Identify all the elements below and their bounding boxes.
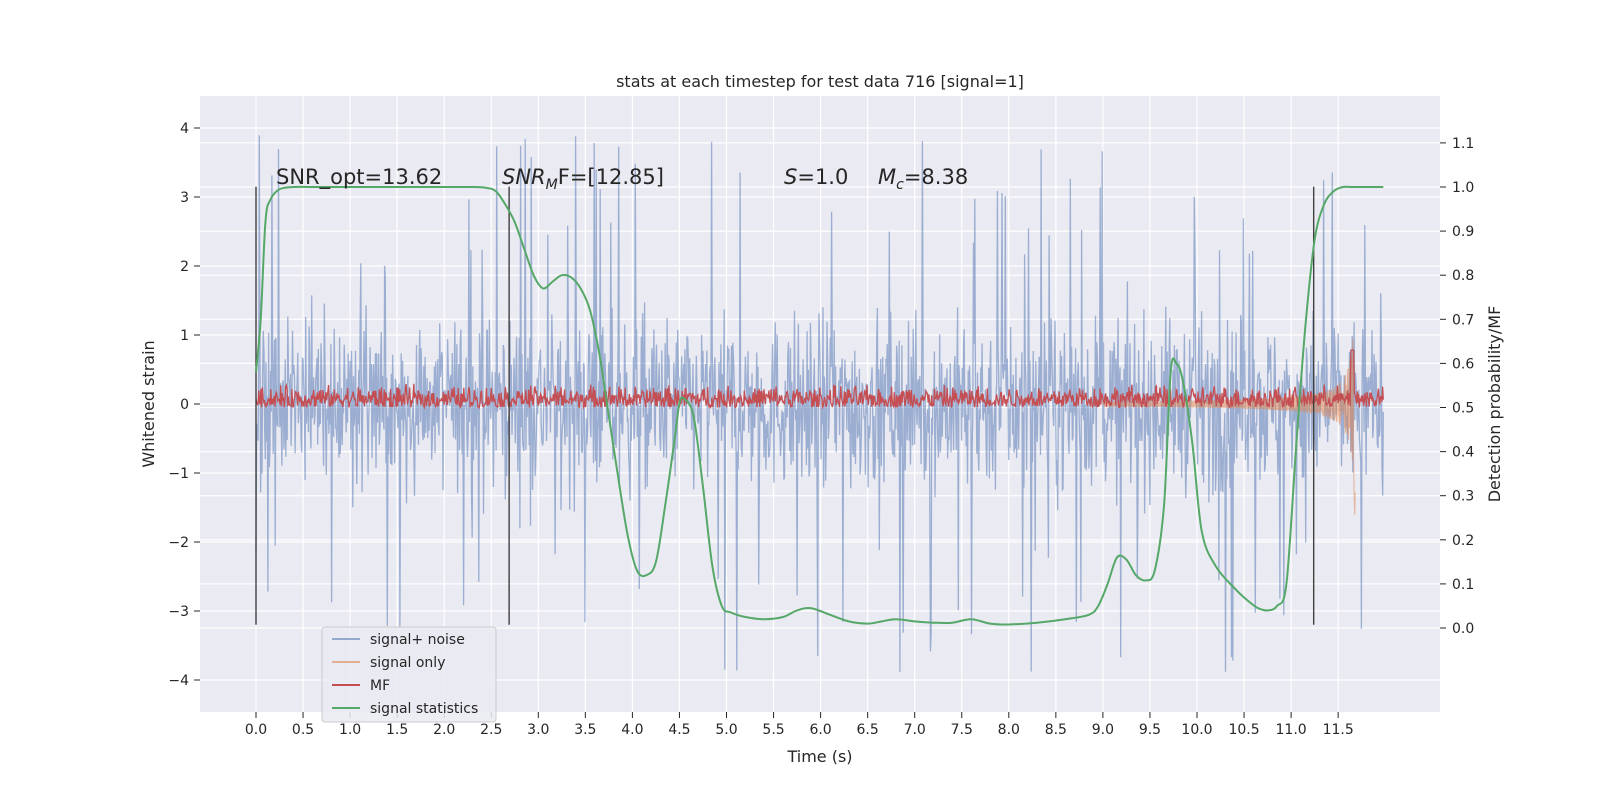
y2-tick-label: 0.1 bbox=[1452, 577, 1474, 593]
y2-tick-label: 0.3 bbox=[1452, 489, 1474, 505]
legend-label-stats: signal statistics bbox=[370, 701, 478, 717]
mc-subscript: c bbox=[896, 177, 904, 193]
y-tick-label: 2 bbox=[180, 259, 189, 275]
x-tick-label: 2.0 bbox=[433, 722, 455, 738]
x-ticks: 0.0 0.5 1.0 1.5 2.0 2.5 3.0 3.5 4.0 4.5 5.0 5.5 6.0 6… bbox=[245, 712, 1354, 738]
y2-tick-label: 0.8 bbox=[1452, 268, 1474, 284]
x-tick-label: 10.0 bbox=[1181, 722, 1212, 738]
legend-box bbox=[321, 626, 497, 723]
series-mf bbox=[255, 349, 1384, 410]
series-signal-statistics bbox=[255, 185, 1384, 626]
mc-symbol: M bbox=[878, 165, 896, 189]
y2-tick-label: 0.2 bbox=[1452, 533, 1474, 549]
y2-tick-label: 0.9 bbox=[1452, 224, 1474, 240]
mf-trace bbox=[255, 349, 1384, 410]
y-tick-label: −3 bbox=[168, 604, 189, 620]
x-tick-label: 9.5 bbox=[1139, 722, 1161, 738]
snr-mf-subscript: M bbox=[546, 177, 558, 193]
vertical-markers bbox=[255, 186, 1315, 625]
x-tick-label: 1.0 bbox=[339, 722, 361, 738]
x-tick-label: 6.5 bbox=[857, 722, 879, 738]
legend-label-mf: MF bbox=[370, 678, 390, 694]
y2-tick-label: 0.0 bbox=[1452, 621, 1474, 637]
y2-tick-label: 0.6 bbox=[1452, 356, 1474, 372]
annotation-s: S=1.0 bbox=[784, 165, 848, 189]
snr-mf-symbol: SNR bbox=[502, 165, 546, 189]
annotation-mc: Mc=8.38 bbox=[878, 165, 968, 193]
x-tick-label: 11.5 bbox=[1323, 722, 1354, 738]
y-tick-label: −1 bbox=[168, 466, 189, 482]
y2-tick-label: 1.1 bbox=[1452, 136, 1474, 152]
y-ticks: 4 3 2 1 0 −1 −2 −3 −4 bbox=[168, 121, 200, 689]
x-tick-label: 3.0 bbox=[527, 722, 549, 738]
y2-tick-label: 1.0 bbox=[1452, 180, 1474, 196]
y2-tick-label: 0.5 bbox=[1452, 401, 1474, 417]
y-tick-label: 4 bbox=[180, 121, 189, 137]
x-tick-label: 8.5 bbox=[1045, 722, 1067, 738]
annotation-snr-opt: SNR_opt=13.62 bbox=[276, 165, 442, 190]
x-tick-label: 0.5 bbox=[292, 722, 314, 738]
snr-mf-value: F=[12.85] bbox=[558, 165, 664, 189]
x-tick-label: 4.5 bbox=[668, 722, 690, 738]
y-axis-title: Whitened strain bbox=[139, 340, 158, 467]
signal-statistics-line bbox=[255, 185, 1384, 626]
x-tick-label: 5.5 bbox=[762, 722, 784, 738]
x-tick-label: 7.0 bbox=[904, 722, 926, 738]
x-tick-label: 2.5 bbox=[480, 722, 502, 738]
annotation-snr-mf: SNRMF=[12.85] bbox=[502, 165, 664, 193]
x-tick-label: 8.0 bbox=[998, 722, 1020, 738]
x-tick-label: 1.5 bbox=[386, 722, 408, 738]
y2-tick-label: 0.7 bbox=[1452, 312, 1474, 328]
y-tick-label: −4 bbox=[168, 673, 189, 689]
x-tick-label: 4.0 bbox=[621, 722, 643, 738]
mc-value: =8.38 bbox=[904, 165, 968, 189]
y-tick-label: 0 bbox=[180, 397, 189, 413]
y2-ticks: 1.1 1.0 0.9 0.8 0.7 0.6 0.5 0.4 0.3 0.2 0.1 0.0 bbox=[1440, 136, 1474, 637]
legend-label-signal-only: signal only bbox=[370, 655, 445, 671]
x-tick-label: 0.0 bbox=[245, 722, 267, 738]
s-value: =1.0 bbox=[797, 165, 848, 189]
y-tick-label: 3 bbox=[180, 190, 189, 206]
x-tick-label: 10.5 bbox=[1228, 722, 1259, 738]
y2-axis-title: Detection probability/MF bbox=[1485, 306, 1504, 503]
x-tick-label: 6.0 bbox=[809, 722, 831, 738]
chart-title: stats at each timestep for test data 716… bbox=[616, 72, 1024, 91]
y-tick-label: −2 bbox=[168, 535, 189, 551]
x-axis-title: Time (s) bbox=[786, 747, 852, 766]
x-tick-label: 7.5 bbox=[951, 722, 973, 738]
legend-label-noise: signal+ noise bbox=[370, 632, 465, 648]
x-tick-label: 5.0 bbox=[715, 722, 737, 738]
y-tick-label: 1 bbox=[180, 328, 189, 344]
legend: signal+ noise signal only MF signal stat… bbox=[321, 626, 497, 723]
x-tick-label: 3.5 bbox=[574, 722, 596, 738]
x-tick-label: 9.0 bbox=[1092, 722, 1114, 738]
y2-tick-label: 0.4 bbox=[1452, 445, 1474, 461]
x-tick-label: 11.0 bbox=[1276, 722, 1307, 738]
s-symbol: S bbox=[784, 165, 797, 189]
